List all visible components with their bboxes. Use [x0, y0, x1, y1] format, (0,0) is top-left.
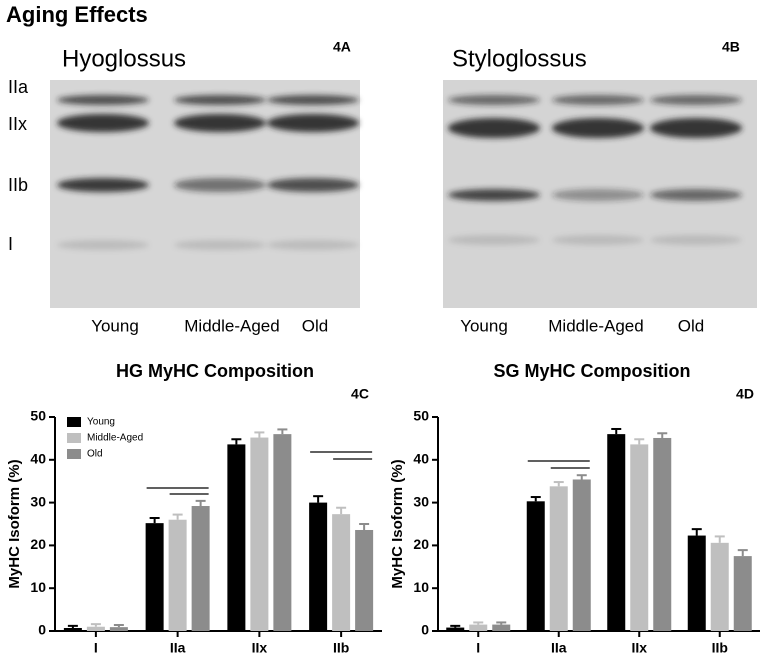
lane-label: Young	[460, 316, 508, 335]
gel-band	[650, 189, 742, 201]
bar	[710, 542, 729, 631]
gel-band	[552, 95, 644, 105]
bar	[168, 519, 187, 631]
bar	[607, 434, 626, 631]
gel-band	[174, 240, 266, 250]
chart-title: SG MyHC Composition	[494, 361, 691, 381]
bar	[309, 502, 328, 631]
gel-band	[448, 95, 540, 105]
gel-band	[267, 114, 359, 132]
y-tick-label: 30	[30, 493, 46, 509]
bar	[572, 479, 591, 631]
figure-title: Aging Effects	[6, 2, 148, 27]
bar	[273, 434, 292, 631]
bar	[145, 523, 164, 631]
y-tick-label: 10	[30, 579, 46, 595]
legend-swatch	[67, 417, 81, 427]
bar	[469, 624, 488, 631]
gel-band	[448, 189, 540, 201]
bar	[86, 626, 105, 631]
x-tick-label: IIx	[631, 640, 647, 656]
gel-band	[650, 95, 742, 105]
lane-label: Young	[91, 316, 139, 335]
bar	[687, 535, 706, 631]
gel-band	[552, 189, 644, 201]
y-tick-label: 20	[30, 536, 46, 552]
band-label: IIb	[8, 175, 28, 195]
bar	[526, 501, 545, 631]
legend-swatch	[67, 449, 81, 459]
bar	[549, 486, 568, 631]
x-tick-label: IIx	[252, 640, 268, 656]
bar	[63, 628, 82, 631]
bar	[227, 444, 246, 631]
lane-label: Old	[678, 316, 704, 335]
gel-band	[267, 95, 359, 105]
chart-title: HG MyHC Composition	[116, 361, 314, 381]
lane-label: Old	[302, 316, 328, 335]
y-tick-label: 40	[30, 451, 46, 467]
y-tick-label: 10	[413, 579, 429, 595]
y-tick-label: 0	[38, 622, 46, 638]
gel-band	[174, 95, 266, 105]
bar	[355, 529, 374, 631]
gel-band	[57, 178, 149, 192]
x-tick-label: IIb	[333, 640, 349, 656]
gel-band	[552, 118, 644, 138]
band-label: IIx	[8, 114, 27, 134]
gel-band	[448, 235, 540, 245]
bar	[250, 437, 269, 631]
gel-band	[267, 178, 359, 192]
gel-band	[174, 114, 266, 132]
y-tick-label: 30	[413, 493, 429, 509]
bar	[733, 556, 752, 631]
band-label: I	[8, 234, 13, 254]
bar	[446, 627, 465, 631]
x-tick-label: I	[94, 640, 98, 656]
panel-label: 4D	[736, 386, 754, 402]
y-tick-label: 50	[413, 408, 429, 424]
gel-band	[174, 178, 266, 192]
band-label: IIa	[8, 77, 29, 97]
legend-swatch	[67, 433, 81, 443]
gel-band	[267, 240, 359, 250]
x-tick-label: I	[476, 640, 480, 656]
gel-band	[650, 118, 742, 138]
bar	[492, 624, 511, 631]
bar	[109, 627, 128, 631]
gel-band	[650, 235, 742, 245]
y-axis-label: MyHC Isoform (%)	[389, 459, 406, 588]
gel-title: Styloglossus	[452, 45, 587, 72]
legend-label: Middle-Aged	[87, 433, 143, 444]
y-axis-label: MyHC Isoform (%)	[6, 459, 23, 588]
bar	[653, 437, 672, 631]
x-tick-label: IIa	[551, 640, 567, 656]
y-tick-label: 0	[421, 622, 429, 638]
bar	[630, 444, 649, 631]
gel-band	[448, 118, 540, 138]
y-tick-label: 20	[413, 536, 429, 552]
panel-label: 4B	[722, 39, 740, 55]
gel-bands	[57, 95, 742, 250]
gel-title: Hyoglossus	[62, 45, 186, 72]
gel-band	[57, 240, 149, 250]
lane-label: Middle-Aged	[184, 316, 279, 335]
legend-label: Old	[87, 449, 103, 460]
x-tick-label: IIa	[170, 640, 186, 656]
panel-label: 4C	[351, 386, 369, 402]
bar	[191, 506, 210, 631]
y-tick-label: 50	[30, 408, 46, 424]
bar	[332, 514, 351, 631]
panel-label: 4A	[333, 39, 351, 55]
legend-label: Young	[87, 417, 115, 428]
lane-label: Middle-Aged	[548, 316, 643, 335]
gel-band	[57, 95, 149, 105]
gel-band	[57, 114, 149, 132]
gel-band	[552, 235, 644, 245]
x-tick-label: IIb	[712, 640, 728, 656]
y-tick-label: 40	[413, 451, 429, 467]
